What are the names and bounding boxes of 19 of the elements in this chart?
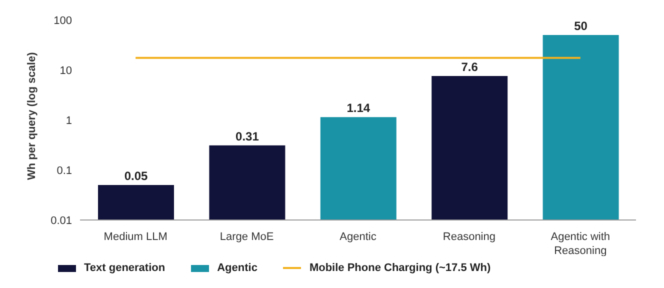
y-tick-label: 100 <box>54 14 72 27</box>
y-tick-label: 10 <box>60 64 72 77</box>
y-tick-label: 0.1 <box>56 164 72 177</box>
legend-label: Agentic <box>217 262 258 274</box>
data-label: 7.6 <box>461 60 478 74</box>
x-tick-label: Agentic with Reasoning <box>550 231 610 257</box>
x-tick-label: Medium LLM <box>104 231 168 243</box>
x-tick-label: Large MoE <box>220 231 274 243</box>
data-label: 50 <box>574 19 588 34</box>
data-label: 0.31 <box>236 129 260 144</box>
data-label: 1.14 <box>346 101 370 116</box>
data-label: 0.05 <box>124 169 148 184</box>
y-tick-label: 1 <box>66 114 72 127</box>
x-tick-label: Agentic <box>340 231 377 243</box>
y-axis-title: Wh per query (log scale) <box>26 52 38 180</box>
legend-label: Mobile Phone Charging (~17.5 Wh) <box>309 262 491 274</box>
legend-label: Text generation <box>84 262 166 274</box>
y-tick-label: 0.01 <box>50 214 72 227</box>
x-tick-label: Reasoning <box>442 231 496 243</box>
